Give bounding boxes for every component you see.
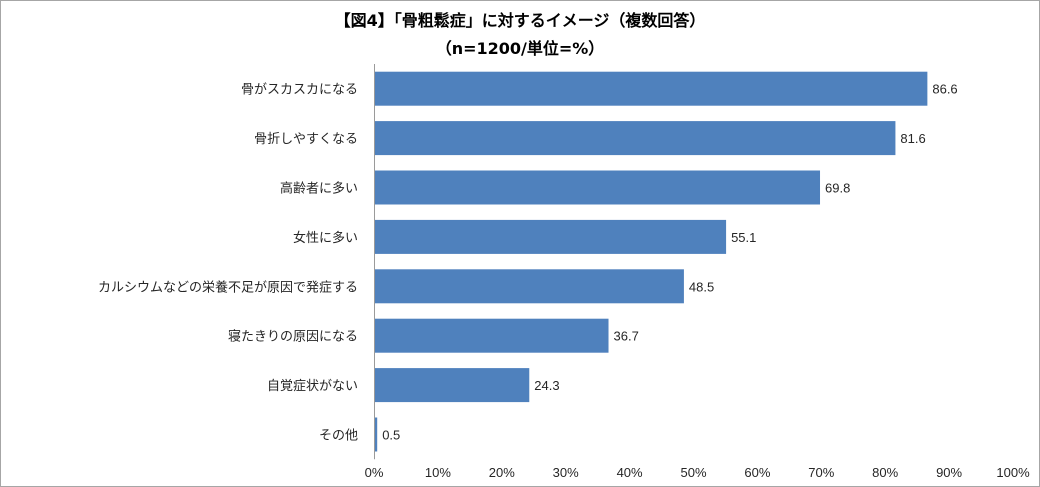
category-label-1: 骨がスカスカになる [241,83,358,98]
x-tick-label-60: 60% [744,465,770,480]
x-tick-label-50: 50% [680,465,706,480]
bar-3 [374,170,821,205]
value-label-8: 0.5 [382,428,400,443]
bar-6 [374,318,609,353]
x-axis-ticks: 0% 10% 20% 30% 40% 50% 60% 70% 80% 90% 100% [365,465,1030,480]
x-tick-label-10: 10% [425,465,451,480]
bar-5 [374,269,684,304]
x-tick-label-80: 80% [872,465,898,480]
x-tick-label-20: 20% [489,465,515,480]
category-label-4: 女性に多い [293,230,358,246]
value-label-5: 48.5 [689,279,714,294]
x-tick-label-0: 0% [365,465,384,480]
value-label-7: 24.3 [534,378,559,393]
category-label-8: その他 [319,429,358,444]
category-label-3: 高齢者に多い [280,181,358,197]
value-label-4: 55.1 [731,230,756,245]
x-tick-label-30: 30% [553,465,579,480]
x-tick-label-100: 100% [996,465,1030,480]
value-label-2: 81.6 [900,131,925,146]
chart-title: 【図4】「骨粗鬆症」に対するイメージ（複数回答） [335,11,706,30]
x-tick-label-90: 90% [936,465,962,480]
x-tick-label-40: 40% [617,465,643,480]
value-label-6: 36.7 [614,329,639,344]
value-label-1: 86.6 [932,82,957,97]
bar-7 [374,368,530,403]
bar-2 [374,121,896,156]
category-labels: 骨がスカスカになる骨折しやすくなる高齢者に多い女性に多いカルシウムなどの栄養不足… [98,83,358,444]
bars-layer [374,71,928,452]
value-labels: 86.6 81.6 69.8 55.1 48.5 36.7 24.3 0.5 [382,82,957,443]
bar-4 [374,219,727,254]
category-label-6: 寝たきりの原因になる [228,329,358,345]
chart-subtitle: （n=1200/単位=%） [436,39,605,58]
category-label-7: 自覚症状がない [267,379,358,394]
bar-8 [374,417,378,452]
category-label-5: カルシウムなどの栄養不足が原因で発症する [98,279,358,295]
bar-1 [374,71,928,106]
category-label-2: 骨折しやすくなる [254,132,358,147]
value-label-3: 69.8 [825,181,850,196]
x-tick-label-70: 70% [808,465,834,480]
